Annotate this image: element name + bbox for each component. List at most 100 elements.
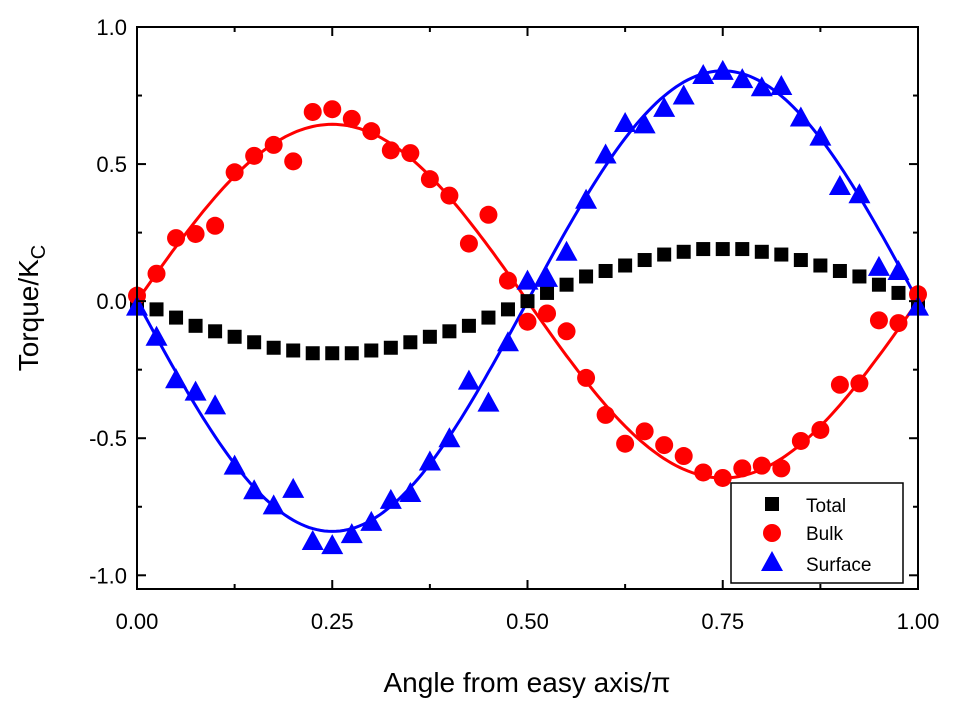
total-point (871, 277, 886, 292)
legend: Total Bulk Surface (730, 482, 904, 584)
bulk-point (577, 368, 596, 387)
x-tick-label: 0.00 (116, 609, 159, 634)
total-point (754, 244, 769, 259)
surface-point (145, 325, 168, 346)
total-point (286, 343, 301, 358)
y-axis-title-main: Torque/K (13, 259, 44, 371)
axis-ticks: 0.00 0.25 0.50 0.75 1.00 1.0 0.5 0.0 -0.5 -1.0 (89, 15, 939, 634)
total-point (422, 329, 437, 344)
bulk-point (323, 100, 342, 119)
bulk-point (830, 375, 849, 394)
bulk-point (655, 436, 674, 455)
surface-point (848, 183, 871, 204)
surface-point (301, 530, 324, 551)
bulk-point (342, 109, 361, 128)
bulk-point (206, 216, 225, 235)
surface-point (789, 106, 812, 127)
bulk-point (225, 163, 244, 182)
total-point (364, 343, 379, 358)
surface-point (457, 369, 480, 390)
total-point (657, 247, 672, 262)
surface-point (750, 76, 773, 97)
total-point (559, 277, 574, 292)
bulk-point (518, 312, 537, 331)
bulk-point (635, 422, 654, 441)
surface-point (555, 240, 578, 261)
surface-point (575, 188, 598, 209)
bulk-point (772, 459, 791, 478)
surface-point (536, 266, 559, 287)
surface-point (594, 143, 617, 164)
surface-point (887, 259, 910, 280)
x-tick-label: 0.50 (506, 609, 549, 634)
bulk-point (245, 146, 264, 165)
total-point (676, 244, 691, 259)
total-point (813, 258, 828, 273)
bulk-point (303, 102, 322, 121)
bulk-point (167, 229, 186, 248)
bulk-point (538, 304, 557, 323)
surface-point (496, 331, 519, 352)
surface-point (340, 523, 363, 544)
surface-point (204, 394, 227, 415)
bulk-point (557, 322, 576, 341)
bulk-point (674, 447, 693, 466)
total-point (774, 247, 789, 262)
total-point (188, 318, 203, 333)
total-point (461, 318, 476, 333)
bulk-point (401, 144, 420, 163)
y-axis-title-subscript: C (28, 245, 50, 259)
legend-label-total: Total (806, 496, 846, 517)
total-point (227, 329, 242, 344)
legend-label-bulk: Bulk (806, 524, 843, 545)
surface-point (223, 454, 246, 475)
total-point (852, 269, 867, 284)
surface-point (809, 125, 832, 146)
bulk-point (811, 420, 830, 439)
y-tick-label: 1.0 (96, 15, 127, 40)
surface-point (184, 380, 207, 401)
surface-point (262, 494, 285, 515)
total-point (618, 258, 633, 273)
y-tick-label: -0.5 (89, 426, 127, 451)
bulk-point (459, 234, 478, 253)
bulk-point (264, 135, 283, 154)
surface-point (438, 427, 461, 448)
surface-point (672, 84, 695, 105)
total-point (793, 253, 808, 268)
surface-point (477, 391, 500, 412)
bulk-point (869, 311, 888, 330)
bulk-point (850, 374, 869, 393)
legend-marker-surface (761, 551, 783, 571)
surface-point (243, 479, 266, 500)
bulk-point (889, 314, 908, 333)
surface-point (867, 255, 890, 276)
surface-point (614, 111, 637, 132)
surface-point (770, 74, 793, 95)
total-point (598, 263, 613, 278)
total-point (266, 340, 281, 355)
bulk-point (791, 431, 810, 450)
x-tick-label: 0.25 (311, 609, 354, 634)
bulk-point (362, 122, 381, 141)
bulk-point (381, 141, 400, 160)
total-point (149, 302, 164, 317)
bulk-point (596, 405, 615, 424)
bulk-point (616, 434, 635, 453)
surface-point (360, 510, 383, 531)
bulk-point (420, 170, 439, 189)
surface-point (692, 63, 715, 84)
legend-label-surface: Surface (806, 555, 871, 576)
surface-point (653, 96, 676, 117)
bulk-point (440, 186, 459, 205)
y-axis-title: Torque/KC (13, 245, 50, 372)
x-tick-label: 1.00 (897, 609, 940, 634)
bulk-point (186, 224, 205, 243)
total-point (442, 324, 457, 339)
total-point (403, 335, 418, 350)
total-point (696, 242, 711, 257)
surface-point (165, 368, 188, 389)
total-point (637, 253, 652, 268)
legend-marker-total (765, 497, 779, 511)
